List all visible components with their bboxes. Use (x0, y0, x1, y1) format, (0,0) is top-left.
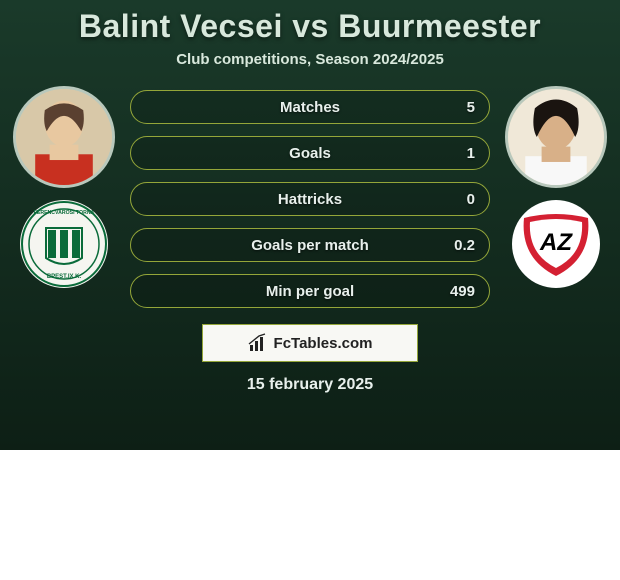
page-title: Balint Vecsei vs Buurmeester (0, 8, 620, 45)
brand-text: FcTables.com (274, 335, 373, 352)
stat-label: Hattricks (278, 191, 342, 208)
subtitle: Club competitions, Season 2024/2025 (0, 51, 620, 68)
svg-text:FERENCVAROSI TORNA: FERENCVAROSI TORNA (34, 210, 95, 216)
stat-right-value: 0 (467, 191, 475, 208)
brand-badge[interactable]: FcTables.com (202, 324, 418, 362)
player-right-photo (505, 86, 607, 188)
ferencvaros-crest-icon: FERENCVAROSI TORNA BPEST.IX.K. (20, 200, 108, 288)
stat-label: Goals (289, 145, 331, 162)
stats-column: Matches 5 Goals 1 Hattricks 0 Goals per … (130, 86, 490, 308)
stat-right-value: 5 (467, 99, 475, 116)
az-crest-icon: AZ (512, 200, 600, 288)
svg-text:BPEST.IX.K.: BPEST.IX.K. (47, 274, 82, 280)
date-text: 15 february 2025 (0, 376, 620, 394)
bar-chart-icon (248, 333, 268, 353)
stat-row-goals: Goals 1 (130, 136, 490, 170)
club-left-badge: FERENCVAROSI TORNA BPEST.IX.K. (20, 200, 108, 288)
left-column: FERENCVAROSI TORNA BPEST.IX.K. (10, 86, 118, 288)
stat-label: Goals per match (251, 237, 369, 254)
stat-row-matches: Matches 5 (130, 90, 490, 124)
person-icon (16, 89, 112, 185)
stat-right-value: 1 (467, 145, 475, 162)
stat-row-hattricks: Hattricks 0 (130, 182, 490, 216)
stat-row-min-per-goal: Min per goal 499 (130, 274, 490, 308)
stat-label: Matches (280, 99, 340, 116)
player-left-photo (13, 86, 115, 188)
person-icon (508, 89, 604, 185)
stat-label: Min per goal (266, 283, 354, 300)
main-row: FERENCVAROSI TORNA BPEST.IX.K. Matches 5… (0, 86, 620, 308)
stat-right-value: 499 (450, 283, 475, 300)
svg-text:AZ: AZ (539, 229, 573, 256)
stat-right-value: 0.2 (454, 237, 475, 254)
club-right-badge: AZ (512, 200, 600, 288)
stat-row-goals-per-match: Goals per match 0.2 (130, 228, 490, 262)
comparison-card: Balint Vecsei vs Buurmeester Club compet… (0, 0, 620, 450)
right-column: AZ (502, 86, 610, 288)
